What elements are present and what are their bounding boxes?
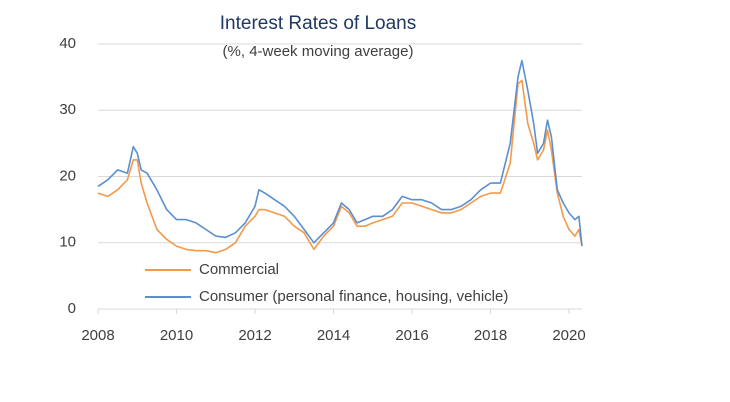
y-tick-label: 0 (68, 300, 76, 317)
x-tick-label: 2012 (238, 327, 271, 344)
legend-label: Commercial (199, 261, 279, 278)
line-series (97, 79, 583, 254)
line-series (97, 59, 583, 247)
chart-subtitle: (%, 4-week moving average) (223, 43, 414, 60)
x-tick-label: 2008 (81, 327, 114, 344)
legend-label: Consumer (personal finance, housing, veh… (199, 288, 508, 305)
y-tick-label: 40 (59, 35, 76, 52)
x-tick-label: 2014 (317, 327, 350, 344)
x-tick-label: 2018 (474, 327, 507, 344)
x-tick-label: 2016 (395, 327, 428, 344)
x-tick-label: 2010 (160, 327, 193, 344)
chart-title: Interest Rates of Loans (220, 13, 416, 34)
y-tick-label: 30 (59, 101, 76, 118)
x-tick-label: 2020 (552, 327, 585, 344)
y-tick-label: 20 (59, 167, 76, 184)
y-tick-label: 10 (59, 234, 76, 251)
